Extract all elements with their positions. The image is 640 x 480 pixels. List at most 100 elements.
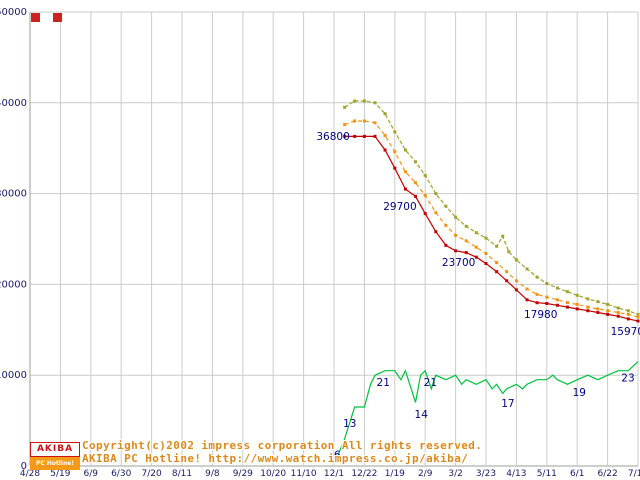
series-marker <box>596 307 600 311</box>
series-marker <box>393 150 397 154</box>
akiba-logo-text: AKIBA <box>30 442 80 457</box>
series-marker <box>575 307 579 311</box>
series-marker <box>464 239 468 243</box>
series-marker <box>586 305 590 309</box>
series-marker <box>616 311 620 315</box>
x-tick-label: 7/20 <box>141 469 161 479</box>
series-marker <box>525 298 529 302</box>
x-tick-label: 2/9 <box>418 469 433 479</box>
x-tick-label: 1/19 <box>385 469 405 479</box>
akiba-logo-subtext: PC Hotline! <box>30 457 80 470</box>
series-marker <box>393 130 397 134</box>
series-marker <box>596 311 600 315</box>
x-tick-label: 4/13 <box>506 469 526 479</box>
series-marker <box>606 302 610 306</box>
series-marker <box>555 286 559 290</box>
series-marker <box>565 305 569 309</box>
series-marker <box>413 194 417 198</box>
series-marker <box>505 279 509 283</box>
series-marker <box>636 319 640 323</box>
series-marker <box>383 112 387 116</box>
series-marker <box>514 279 518 283</box>
series-marker <box>434 230 438 234</box>
x-tick-label: 3/2 <box>448 469 462 479</box>
series-marker <box>484 236 488 240</box>
x-tick-label: 5/11 <box>537 469 557 479</box>
series-marker <box>373 134 377 138</box>
series-marker <box>545 295 549 299</box>
series-marker <box>535 275 539 279</box>
x-tick-label: 9/8 <box>205 469 220 479</box>
series-marker <box>423 173 427 177</box>
series-marker <box>423 193 427 197</box>
series-marker <box>423 212 427 216</box>
price-annotation: 29700 <box>383 201 416 213</box>
series-marker <box>362 134 366 138</box>
series-marker <box>403 187 407 191</box>
count-annotation: 21 <box>424 377 437 389</box>
series-marker <box>353 119 357 123</box>
series-marker <box>565 290 569 294</box>
series-marker <box>413 181 417 185</box>
series-marker <box>626 309 630 313</box>
price-annotation: 17980 <box>524 309 557 321</box>
x-tick-label: 6/30 <box>111 469 131 479</box>
series-marker <box>596 300 600 304</box>
series-marker <box>636 312 640 316</box>
series-marker <box>393 166 397 170</box>
x-tick-label: 6/1 <box>570 469 584 479</box>
series-marker <box>606 312 610 316</box>
series-marker <box>413 160 417 164</box>
price-annotation: 36800 <box>316 131 349 143</box>
series-marker <box>474 245 478 249</box>
series-marker <box>444 204 448 208</box>
series-marker <box>403 148 407 152</box>
akiba-logo: AKIBA PC Hotline! <box>30 442 80 471</box>
count-annotation: 6 <box>334 450 341 462</box>
series-marker <box>545 281 549 285</box>
series-marker <box>474 255 478 259</box>
legend-mark-icon <box>31 13 40 22</box>
count-annotation: 23 <box>621 373 634 385</box>
series-marker <box>616 314 620 318</box>
series-marker <box>484 252 488 256</box>
series-marker <box>362 119 366 123</box>
x-tick-label: 7/13 <box>628 469 640 479</box>
y-tick-label: 0 <box>21 461 27 472</box>
x-tick-label: 6/22 <box>597 469 617 479</box>
series-marker <box>575 302 579 306</box>
x-tick-label: 10/20 <box>260 469 286 479</box>
x-tick-label: 3/23 <box>476 469 496 479</box>
series-marker <box>565 301 569 305</box>
series-marker <box>575 293 579 297</box>
series-marker <box>444 223 448 227</box>
series-marker <box>343 105 347 109</box>
price-annotation: 23700 <box>442 257 475 269</box>
series-marker <box>626 317 630 321</box>
series-marker <box>626 312 630 316</box>
x-tick-label: 6/9 <box>84 469 99 479</box>
series-marker <box>525 287 529 291</box>
series-marker <box>535 301 539 305</box>
series-marker <box>343 134 347 138</box>
series-marker <box>484 262 488 266</box>
series-marker <box>495 270 499 274</box>
series-marker <box>434 192 438 196</box>
y-tick-label: 30000 <box>0 189 27 200</box>
series-lowest_price <box>344 135 639 322</box>
x-tick-label: 5/19 <box>50 469 70 479</box>
x-tick-label: 12/22 <box>351 469 377 479</box>
series-marker <box>383 133 387 137</box>
series-marker <box>514 258 518 262</box>
count-annotation: 13 <box>343 418 356 430</box>
y-tick-label: 40000 <box>0 98 27 109</box>
count-annotation: 14 <box>415 409 429 421</box>
series-marker <box>555 303 559 307</box>
legend-mark-icon <box>53 13 62 22</box>
y-tick-label: 50000 <box>0 7 27 18</box>
series-marker <box>343 123 347 127</box>
series-marker <box>464 251 468 255</box>
series-marker <box>525 267 529 271</box>
series-marker <box>454 233 458 237</box>
